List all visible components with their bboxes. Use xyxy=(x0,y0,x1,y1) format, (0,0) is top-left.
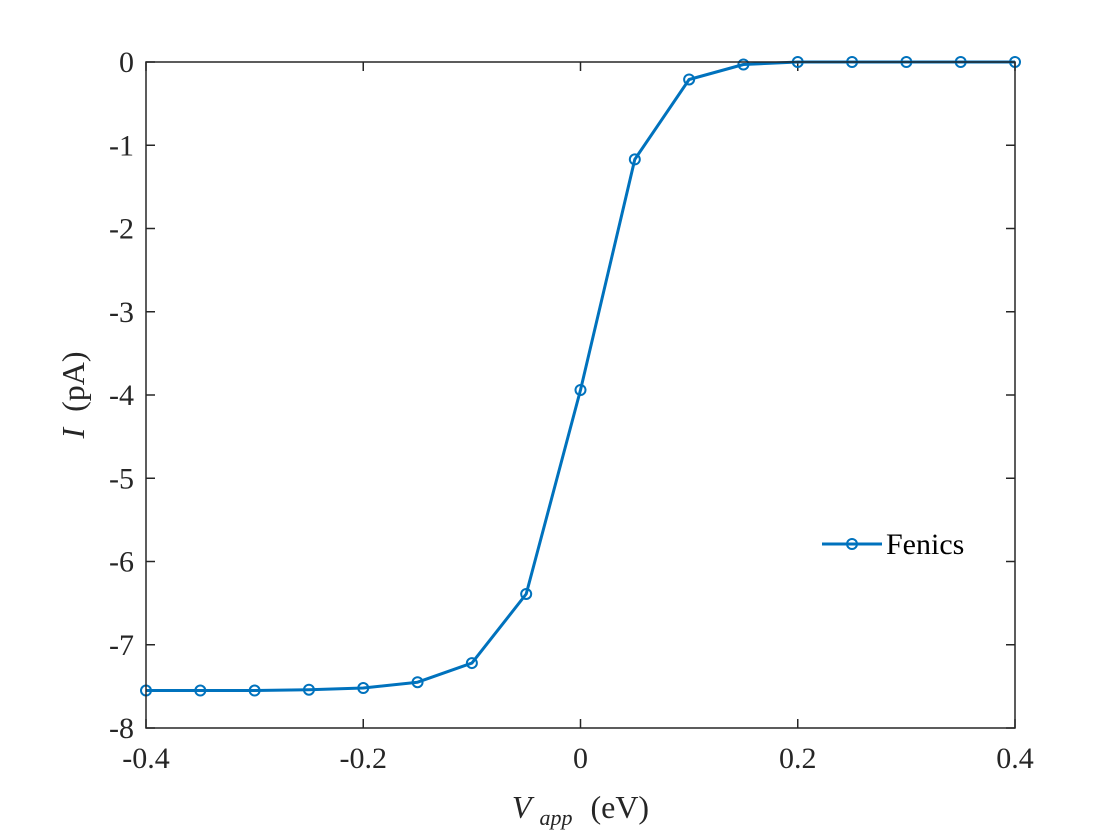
y-tick-label: -8 xyxy=(109,712,134,745)
y-axis-title-var: I xyxy=(55,427,91,440)
x-axis-title-unit: (eV) xyxy=(590,789,649,825)
y-tick-label: -2 xyxy=(109,213,134,246)
data-point xyxy=(248,684,261,697)
y-tick-label: -3 xyxy=(109,296,134,329)
data-point xyxy=(357,682,370,695)
y-tick-label: -1 xyxy=(109,129,134,162)
y-axis-title: I (pA) xyxy=(55,351,91,439)
y-axis-title-unit: (pA) xyxy=(55,351,91,411)
legend-marker xyxy=(846,538,858,550)
series-line xyxy=(146,60,1015,692)
legend: Fenics xyxy=(822,528,964,561)
x-axis-ticks: -0.4 -0.2 0 0.2 0.4 xyxy=(122,62,1034,775)
x-axis-title: V app (eV) xyxy=(512,789,649,832)
y-tick-label: -7 xyxy=(109,629,134,662)
data-point xyxy=(628,153,641,166)
data-point xyxy=(574,384,587,397)
x-axis-title-sub: app xyxy=(539,805,572,830)
y-tick-label: 0 xyxy=(119,46,134,79)
y-tick-label: -4 xyxy=(109,379,134,412)
y-tick-label: -5 xyxy=(109,462,134,495)
x-tick-label: 0 xyxy=(573,742,588,775)
data-point xyxy=(194,684,207,697)
plot-area-frame xyxy=(145,61,1016,729)
x-tick-label: -0.2 xyxy=(340,742,388,775)
x-tick-label: 0.4 xyxy=(996,742,1034,775)
data-point xyxy=(520,587,533,600)
data-point xyxy=(737,58,750,71)
y-axis-ticks: 0 -1 -2 -3 -4 -5 -6 -7 -8 xyxy=(109,46,1015,745)
data-point xyxy=(302,683,315,696)
x-tick-label: -0.4 xyxy=(122,742,170,775)
data-point xyxy=(683,73,696,86)
x-axis-title-var: V xyxy=(512,789,535,825)
legend-label-fenics: Fenics xyxy=(886,528,964,561)
data-point xyxy=(411,676,424,689)
data-point xyxy=(465,657,478,670)
y-tick-label: -6 xyxy=(109,546,134,579)
series-layer xyxy=(140,56,1021,697)
x-tick-label: 0.2 xyxy=(779,742,817,775)
